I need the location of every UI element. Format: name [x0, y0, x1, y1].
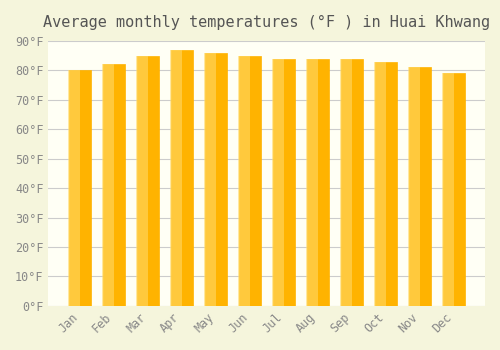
Bar [68, 70, 80, 306]
Bar [205, 53, 228, 306]
Bar [375, 62, 397, 306]
Bar [409, 68, 431, 306]
Bar [102, 64, 115, 306]
Bar [443, 73, 465, 306]
Bar [374, 62, 386, 306]
Bar [341, 58, 363, 306]
Bar [306, 58, 318, 306]
Title: Average monthly temperatures (°F ) in Huai Khwang: Average monthly temperatures (°F ) in Hu… [43, 15, 490, 30]
Bar [239, 56, 262, 306]
Bar [171, 50, 194, 306]
Bar [442, 73, 454, 306]
Bar [70, 70, 92, 306]
Bar [307, 58, 329, 306]
Bar [272, 58, 284, 306]
Bar [138, 56, 160, 306]
Bar [238, 56, 250, 306]
Bar [204, 53, 216, 306]
Bar [273, 58, 295, 306]
Bar [170, 50, 182, 306]
Bar [408, 68, 420, 306]
Bar [340, 58, 352, 306]
Bar [136, 56, 148, 306]
Bar [104, 64, 126, 306]
